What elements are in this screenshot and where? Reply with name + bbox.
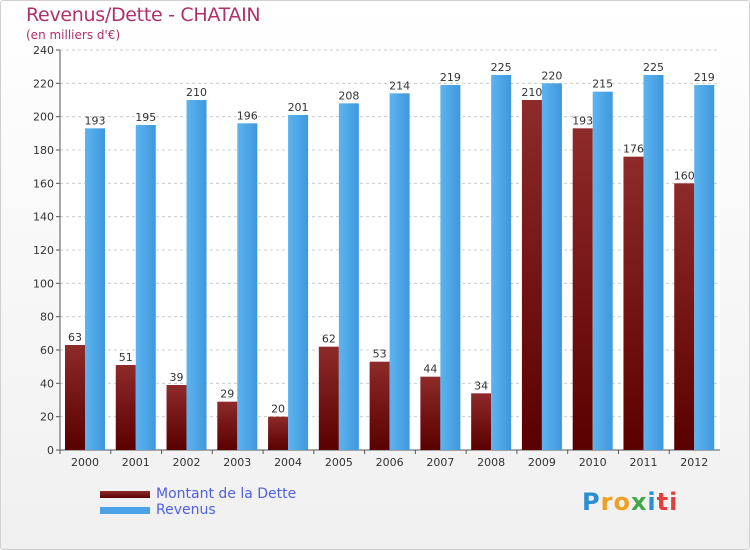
data-label-revenus: 214 [389,79,410,92]
data-label-dette: 44 [423,363,437,376]
legend-label-revenus: Revenus [156,502,216,518]
bar-revenus [85,128,105,451]
bar-revenus [440,85,461,450]
data-label-dette: 39 [170,371,184,384]
y-tick-label: 220 [33,77,54,90]
data-label-revenus: 219 [440,71,461,84]
legend-swatch-revenus [100,506,150,514]
data-label-dette: 53 [373,348,387,361]
data-label-revenus: 210 [186,86,207,99]
bar-dette [369,361,390,450]
x-tick-label: 2008 [477,456,505,469]
x-tick-label: 2012 [680,456,708,469]
bar-revenus [592,91,613,451]
bar-revenus [491,75,512,450]
x-tick-label: 2004 [274,456,302,469]
data-label-dette: 34 [474,379,488,392]
y-tick-label: 120 [33,244,54,257]
legend-label-dette: Montant de la Dette [156,486,297,502]
x-tick-label: 2006 [376,456,404,469]
y-tick-label: 160 [33,177,54,190]
bar-dette [572,128,593,451]
bar-dette [623,156,644,450]
y-tick-label: 40 [40,377,54,390]
data-label-dette: 176 [623,143,644,156]
bar-dette [166,385,187,450]
x-tick-label: 2000 [71,456,99,469]
data-label-dette: 160 [674,169,695,182]
bar-dette [420,376,441,450]
data-label-revenus: 225 [643,61,664,74]
y-tick-label: 140 [33,211,54,224]
x-tick-label: 2003 [223,456,251,469]
y-tick-label: 180 [33,144,54,157]
y-tick-label: 0 [47,444,54,457]
y-tick-label: 240 [33,44,54,57]
data-label-dette: 20 [271,403,285,416]
bar-dette [115,365,136,450]
bar-revenus [694,85,715,450]
bar-dette [318,346,339,450]
x-tick-label: 2002 [173,456,201,469]
y-tick-label: 100 [33,277,54,290]
data-label-revenus: 219 [694,71,715,84]
bar-revenus [541,83,562,450]
data-label-dette: 193 [572,114,593,127]
legend-item-revenus: Revenus [100,502,296,518]
data-label-revenus: 208 [338,89,359,102]
data-label-dette: 62 [322,333,336,346]
y-tick-label: 80 [40,311,54,324]
data-label-revenus: 201 [288,101,309,114]
data-label-revenus: 195 [135,111,156,124]
legend-item-dette: Montant de la Dette [100,486,296,502]
data-label-dette: 210 [521,86,542,99]
y-tick-label: 20 [40,411,54,424]
data-label-revenus: 220 [541,69,562,82]
data-label-revenus: 215 [592,78,613,91]
bar-dette [471,393,492,450]
data-label-dette: 29 [220,388,234,401]
bar-revenus [338,103,359,450]
data-label-revenus: 225 [491,61,512,74]
x-tick-label: 2009 [528,456,556,469]
bar-revenus [237,123,258,450]
proxiti-logo: Proxiti [582,488,679,516]
x-tick-label: 2005 [325,456,353,469]
bar-dette [268,416,289,450]
bar-dette [674,183,695,451]
data-label-revenus: 196 [237,109,258,122]
legend: Montant de la Dette Revenus [100,486,296,518]
chart-subtitle: (en milliers d'€) [26,28,121,42]
x-tick-label: 2011 [629,456,657,469]
data-label-revenus: 193 [85,114,106,127]
x-tick-label: 2001 [122,456,150,469]
bar-revenus [135,125,156,450]
bar-dette [217,401,238,450]
chart-title: Revenus/Dette - CHATAIN [26,4,261,26]
bar-revenus [288,115,309,450]
bar-revenus [389,93,410,450]
data-label-dette: 51 [119,351,133,364]
y-tick-label: 200 [33,111,54,124]
bar-dette [65,345,85,450]
y-tick-label: 60 [40,344,54,357]
bar-dette [521,100,542,450]
x-tick-label: 2010 [579,456,607,469]
legend-swatch-dette [100,490,150,498]
data-label-dette: 63 [68,331,82,344]
bar-revenus [186,100,207,450]
bar-revenus [643,75,664,450]
x-tick-label: 2007 [426,456,454,469]
